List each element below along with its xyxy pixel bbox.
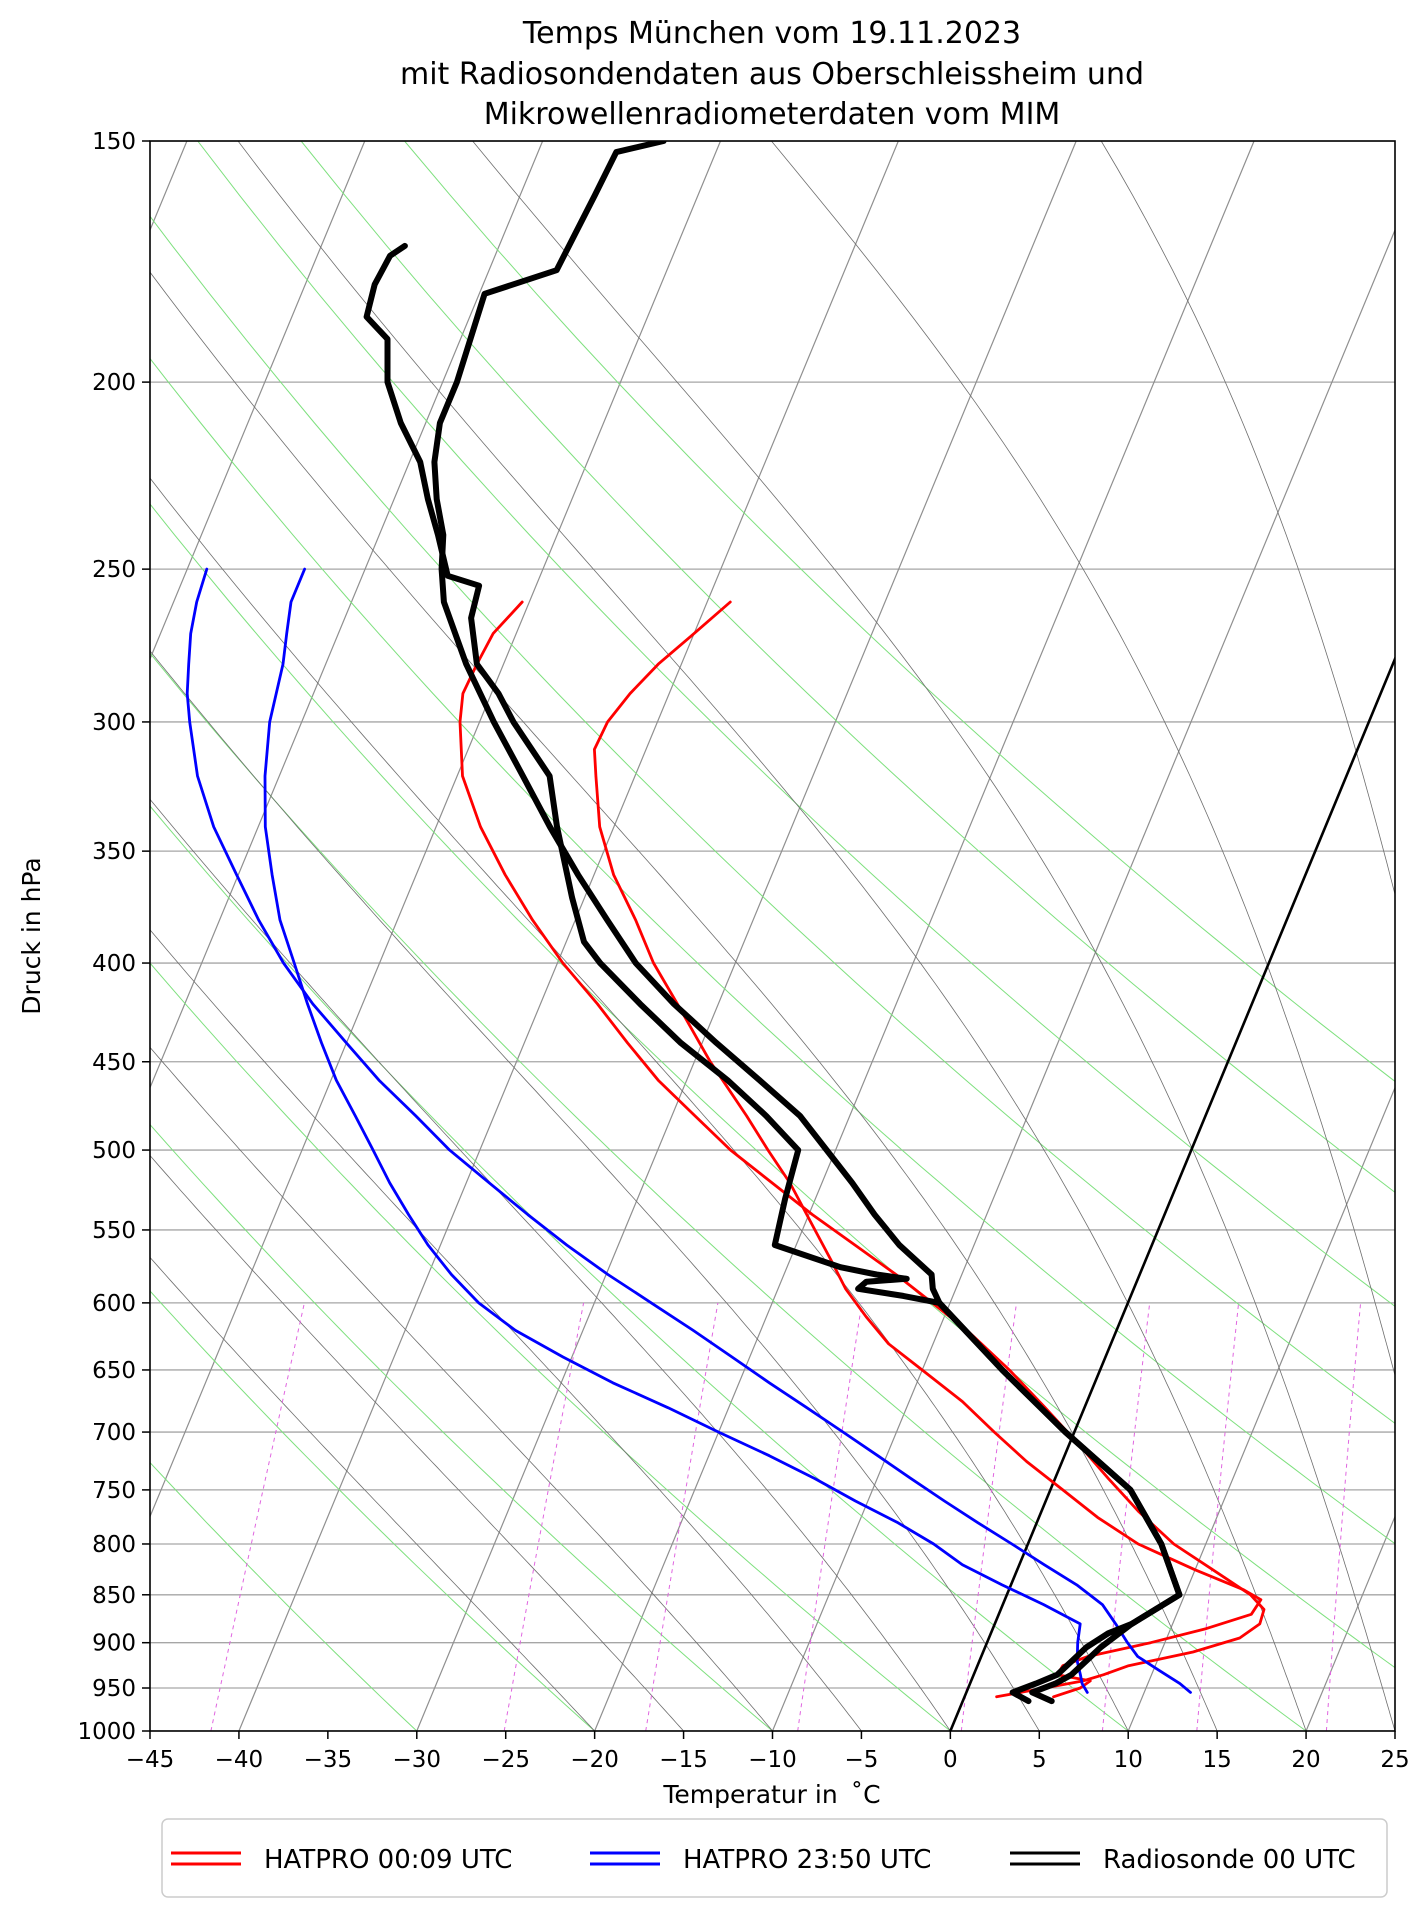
y-tick-label: 750	[92, 1478, 136, 1504]
series-temperature-2	[185, 567, 1192, 1694]
chart-title-line-3: Mikrowellenradiometerdaten vom MIM	[484, 97, 1061, 132]
axis-ticks: 1502002503003504004505005506006507007508…	[77, 129, 1409, 1773]
chart-title-line-2: mit Radiosondendaten aus Oberschleisshei…	[400, 57, 1144, 92]
y-tick-label: 700	[92, 1420, 136, 1446]
profile-lines	[185, 141, 1266, 1705]
x-tick-label: −25	[481, 1747, 530, 1773]
y-tick-label: 950	[92, 1676, 136, 1702]
x-tick-label: 15	[1203, 1747, 1232, 1773]
dry-adiabat	[150, 215, 1395, 1424]
dry-adiabat	[150, 1461, 418, 1731]
dry-adiabat	[150, 805, 1129, 1731]
dry-adiabat	[150, 1290, 595, 1731]
moist-adiabat	[150, 1046, 773, 1731]
y-tick-label: 400	[92, 951, 136, 977]
isotherm	[150, 141, 722, 1519]
isotherm	[771, 228, 1395, 1731]
dry-adiabat	[404, 141, 1395, 1083]
y-tick-label: 600	[92, 1291, 136, 1317]
legend-label-hatpro-0009: HATPRO 00:09 UTC	[264, 1845, 512, 1875]
y-tick-label: 900	[92, 1631, 136, 1657]
mixing-ratio-line	[1325, 1302, 1362, 1731]
x-tick-label: 5	[1032, 1747, 1047, 1773]
x-axis-label: Temperatur in ˚C	[662, 1780, 880, 1809]
series-temperature-0	[458, 600, 1266, 1699]
isotherm	[238, 141, 899, 1731]
x-tick-label: 0	[943, 1747, 958, 1773]
y-tick-label: 500	[92, 1138, 136, 1164]
y-tick-label: 650	[92, 1358, 136, 1384]
mixing-ratio-line	[503, 1302, 585, 1731]
legend: HATPRO 00:09 UTC HATPRO 23:50 UTC Radios…	[161, 1818, 1388, 1898]
x-tick-label: −30	[393, 1747, 442, 1773]
mixing-ratio-line	[1196, 1302, 1240, 1731]
dry-adiabat	[150, 962, 951, 1731]
moist-adiabat	[150, 929, 862, 1731]
moist-adiabat	[472, 141, 1395, 1731]
x-tick-label: −20	[570, 1747, 619, 1773]
isotherm	[1127, 1086, 1395, 1731]
x-tick-label: −45	[126, 1747, 175, 1773]
y-axis-label: Druck in hPa	[17, 857, 46, 1014]
moist-adiabat	[771, 141, 1395, 1377]
legend-box	[161, 1818, 1388, 1898]
mixing-ratio-line	[797, 1302, 863, 1731]
moist-adiabat	[150, 477, 1129, 1731]
series-dewpoint-5	[363, 242, 1183, 1705]
isotherm	[150, 141, 366, 661]
y-tick-label: 200	[92, 370, 136, 396]
x-tick-label: −40	[215, 1747, 264, 1773]
y-tick-label: 250	[92, 557, 136, 583]
x-tick-label: −10	[748, 1747, 797, 1773]
series-dewpoint-1	[593, 600, 1263, 1699]
legend-label-hatpro-2350: HATPRO 23:50 UTC	[683, 1845, 931, 1875]
y-tick-label: 550	[92, 1218, 136, 1244]
mixing-ratio-line	[960, 1302, 1017, 1731]
moist-adiabat	[150, 1154, 684, 1731]
mixing-ratio-line	[645, 1302, 719, 1731]
y-tick-label: 150	[92, 129, 136, 155]
x-tick-label: −5	[844, 1747, 878, 1773]
series-dewpoint-3	[263, 567, 1089, 1694]
background-lines	[150, 141, 1395, 1731]
isotherm	[594, 141, 1255, 1731]
y-tick-label: 800	[92, 1532, 136, 1558]
isotherm	[416, 141, 1077, 1731]
dry-adiabat	[150, 1123, 773, 1731]
mixing-ratio-line	[210, 1302, 305, 1731]
chart-title-line-1: Temps München vom 19.11.2023	[522, 16, 1021, 51]
dry-adiabat	[197, 141, 1395, 1307]
dry-adiabat	[300, 141, 1395, 1193]
x-tick-label: −35	[304, 1747, 353, 1773]
y-tick-label: 450	[92, 1050, 136, 1076]
x-tick-label: −15	[659, 1747, 708, 1773]
y-tick-label: 300	[92, 710, 136, 736]
x-tick-label: 10	[1114, 1747, 1143, 1773]
y-tick-label: 1000	[77, 1719, 136, 1745]
x-tick-label: 20	[1291, 1747, 1320, 1773]
zero-isotherm	[949, 655, 1395, 1731]
x-tick-label: 25	[1380, 1747, 1409, 1773]
moist-adiabat	[150, 1256, 595, 1731]
isotherm	[150, 141, 544, 1090]
legend-label-radiosonde: Radiosonde 00 UTC	[1103, 1845, 1356, 1875]
y-tick-label: 350	[92, 839, 136, 865]
moist-adiabat	[1100, 141, 1395, 896]
moist-adiabat	[150, 798, 951, 1731]
y-tick-label: 850	[92, 1583, 136, 1609]
dry-adiabat	[150, 357, 1395, 1545]
